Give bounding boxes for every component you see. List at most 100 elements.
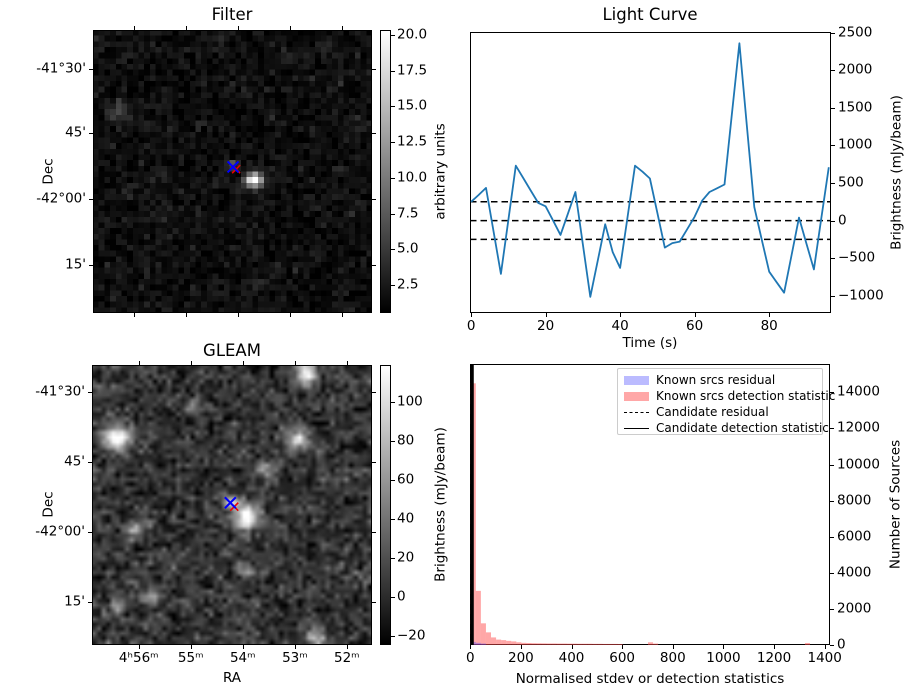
tick-mark (723, 645, 725, 649)
tick-mark (88, 532, 92, 534)
tick-mark (831, 220, 835, 222)
stat-tick-label: 0 (465, 650, 475, 666)
histogram-bar (551, 643, 557, 645)
count-tick-label: 10000 (837, 456, 880, 473)
tick-mark (391, 557, 395, 559)
tick-mark (831, 70, 835, 72)
histogram-bar (521, 642, 527, 645)
tick-mark (831, 145, 835, 147)
tick-mark (372, 198, 376, 200)
tick-mark (89, 69, 93, 71)
lightcurve-xlabel: Time (s) (622, 335, 678, 351)
filter-ylabel: Dec (40, 158, 57, 185)
tick-mark (289, 313, 291, 317)
tick-mark (242, 361, 244, 365)
histogram-bar (612, 643, 618, 645)
gleam-ylabel: Dec (40, 491, 57, 518)
histogram-bar (531, 643, 537, 645)
histogram-plot (470, 364, 810, 645)
tick-mark (622, 645, 624, 649)
histogram-bar (546, 643, 552, 645)
tick-mark (391, 596, 395, 598)
count-tick-label: 2000 (837, 600, 872, 617)
tick-mark (391, 285, 395, 287)
filter-sky-image (93, 30, 372, 313)
histogram-bar (536, 643, 542, 645)
tick-mark (133, 26, 135, 30)
histogram-bar (653, 643, 659, 645)
count-tick-label: 8000 (837, 492, 872, 509)
histogram-bar (587, 643, 593, 645)
histogram-xlabel: Normalised stdev or detection statistics (515, 671, 785, 687)
stat-tick-label: 600 (609, 650, 636, 666)
legend-item-known-residual: Known srcs residual (624, 372, 822, 388)
colorbar-tick-label: 20.0 (397, 26, 428, 43)
stat-tick-label: 1200 (756, 650, 792, 666)
tick-mark (346, 645, 348, 649)
histogram-bar (602, 643, 608, 645)
histogram-bar (617, 644, 623, 645)
tick-mark (774, 645, 776, 649)
colorbar-tick-label: 17.5 (397, 62, 428, 79)
colorbar-tick-label: 60 (397, 471, 415, 488)
colorbar-tick-label: 80 (397, 432, 415, 449)
histogram-bar (496, 639, 502, 645)
histogram-bar (475, 642, 481, 645)
tick-mark (391, 177, 395, 179)
legend-label: Candidate residual (656, 405, 769, 419)
tick-mark (88, 462, 92, 464)
histogram-bar (480, 623, 486, 645)
tick-mark (545, 313, 547, 317)
filter-title: Filter (211, 5, 253, 24)
ra-tick-label: 53ᵐ (282, 650, 308, 666)
histogram-bar (597, 643, 603, 645)
gleam-marker-layer (224, 496, 239, 512)
ra-tick-label: 54ᵐ (229, 650, 256, 666)
brightness-tick-label: 1500 (838, 99, 873, 116)
tick-mark (289, 26, 291, 30)
count-tick-label: 6000 (837, 528, 872, 545)
tick-mark (830, 464, 834, 466)
tick-mark (471, 313, 473, 317)
histogram-bar (561, 643, 567, 645)
dec-tick-label: -42°00' (36, 190, 86, 207)
solid-line-swatch (624, 427, 649, 429)
tick-mark (372, 69, 376, 71)
tick-mark (830, 536, 834, 538)
gleam-colorbar-label: Brightness (mJy/beam) (432, 427, 449, 582)
tick-mark (346, 361, 348, 365)
tick-mark (372, 133, 376, 135)
legend-item-candidate-detstat: Candidate detection statistic (624, 420, 829, 436)
ra-tick-label: 4ʰ56ᵐ (118, 650, 159, 666)
tick-mark (372, 264, 376, 266)
colorbar-tick-label: 5.0 (397, 240, 419, 257)
histogram-bar (572, 643, 578, 645)
time-tick-label: 40 (611, 318, 629, 334)
stat-tick-label: 200 (507, 650, 534, 666)
colorbar-tick-label: −20 (397, 627, 426, 644)
histogram-bar (506, 640, 512, 645)
ra-tick-label: 52ᵐ (334, 650, 360, 666)
tick-mark (831, 107, 835, 109)
filter-colorbar (380, 30, 391, 313)
histogram-bar (491, 637, 497, 645)
tick-mark (470, 645, 472, 649)
histogram-bar (541, 643, 547, 645)
tick-mark (620, 313, 622, 317)
dec-tick-label: -41°30' (35, 383, 85, 400)
tick-mark (138, 645, 140, 649)
tick-mark (830, 645, 834, 646)
histogram-bar (485, 632, 492, 645)
tick-mark (830, 428, 834, 430)
stat-tick-label: 1000 (706, 650, 741, 666)
count-tick-label: 12000 (837, 419, 880, 436)
lightcurve-title: Light Curve (602, 5, 698, 24)
colorbar-tick-label: 7.5 (397, 205, 419, 222)
tick-mark (830, 608, 834, 610)
tick-mark (672, 645, 674, 649)
histogram-bar (566, 643, 573, 645)
tick-mark (520, 645, 522, 649)
histogram-bar (577, 643, 583, 645)
stat-tick-label: 1400 (807, 650, 842, 666)
tick-mark (391, 440, 395, 442)
